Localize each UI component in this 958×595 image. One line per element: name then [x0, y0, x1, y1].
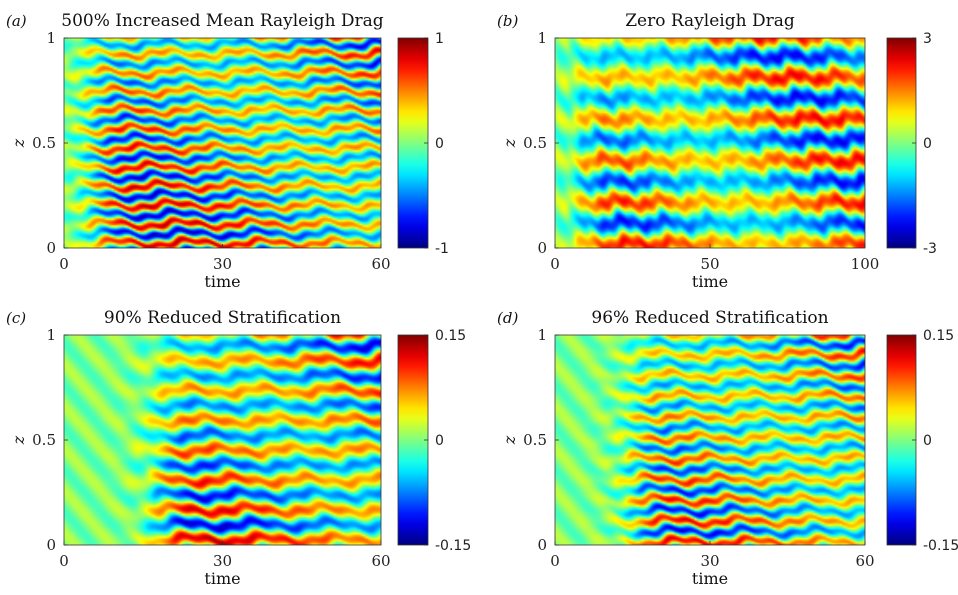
colorbar — [886, 37, 917, 249]
panel-3: 0 30 60 0 0.5 1 90% Reduced Stratification (c) t… — [6, 308, 471, 588]
x-tick-label: 50 — [700, 255, 719, 273]
y-tick-label: 0.5 — [523, 431, 547, 449]
panel-1: 0 30 60 0 0.5 1 500% Increased Mean Rayleigh D… — [6, 11, 449, 291]
colorbar-tick-label: 1 — [435, 31, 444, 47]
y-axis-label: z — [9, 435, 28, 445]
panel-label: (a) — [6, 12, 27, 30]
y-axis-label: z — [9, 138, 28, 148]
chart-title: 90% Reduced Stratification — [104, 308, 341, 328]
panel-label: (c) — [6, 309, 26, 327]
x-axis-label: time — [692, 569, 728, 588]
y-tick-label: 1 — [537, 29, 547, 47]
x-tick-label: 0 — [59, 552, 69, 570]
y-tick-label: 1 — [46, 29, 56, 47]
x-tick-label: 0 — [59, 255, 69, 273]
colorbar — [397, 37, 429, 249]
x-tick-label: 60 — [371, 255, 390, 273]
y-tick-label: 0.5 — [32, 431, 56, 449]
x-tick-label: 60 — [855, 552, 874, 570]
colorbar-tick-label: 0.15 — [435, 328, 466, 344]
chart-title: Zero Rayleigh Drag — [625, 11, 795, 31]
panel-label: (b) — [497, 12, 518, 30]
x-axis-label: time — [204, 569, 240, 588]
x-axis-label: time — [204, 272, 240, 291]
colorbar — [886, 334, 917, 546]
y-tick-label: 0 — [537, 239, 547, 257]
x-axis-label: time — [692, 272, 728, 291]
x-tick-label: 30 — [213, 552, 232, 570]
colorbar-tick-label: -0.15 — [435, 538, 471, 554]
colorbar-tick-label: -3 — [923, 241, 937, 257]
chart-title: 500% Increased Mean Rayleigh Drag — [61, 11, 384, 31]
y-tick-label: 1 — [46, 326, 56, 344]
y-tick-label: 0.5 — [32, 134, 56, 152]
x-tick-label: 30 — [700, 552, 719, 570]
y-axis-label: z — [500, 435, 519, 445]
colorbar — [397, 334, 429, 546]
panel-4: 0 30 60 0 0.5 1 96% Reduced Stratification (d) t… — [497, 308, 958, 588]
x-tick-label: 60 — [371, 552, 390, 570]
heatmap-image — [555, 38, 865, 248]
colorbar-tick-label: 0 — [435, 136, 444, 152]
y-tick-label: 1 — [537, 326, 547, 344]
y-tick-label: 0.5 — [523, 134, 547, 152]
y-axis-label: z — [500, 138, 519, 148]
colorbar-tick-label: 0 — [923, 433, 932, 449]
colorbar-tick-label: -0.15 — [923, 538, 958, 554]
x-tick-label: 0 — [550, 552, 560, 570]
panel-label: (d) — [497, 309, 518, 327]
panel-2: 0 50 100 0 0.5 1 Zero Rayleigh Drag (b) time z 3 0 -… — [497, 11, 937, 291]
y-tick-label: 0 — [46, 239, 56, 257]
colorbar-tick-label: 0 — [923, 136, 932, 152]
heatmap-image — [64, 38, 381, 248]
colorbar-tick-label: -1 — [435, 241, 449, 257]
x-tick-label: 0 — [550, 255, 560, 273]
y-tick-label: 0 — [537, 536, 547, 554]
colorbar-tick-label: 0.15 — [923, 328, 954, 344]
y-tick-label: 0 — [46, 536, 56, 554]
x-tick-label: 100 — [851, 255, 880, 273]
heatmap-image — [64, 335, 381, 545]
x-tick-label: 30 — [213, 255, 232, 273]
chart-title: 96% Reduced Stratification — [591, 308, 828, 328]
colorbar-tick-label: 0 — [435, 433, 444, 449]
heatmap-image — [555, 335, 865, 545]
colorbar-tick-label: 3 — [923, 31, 932, 47]
